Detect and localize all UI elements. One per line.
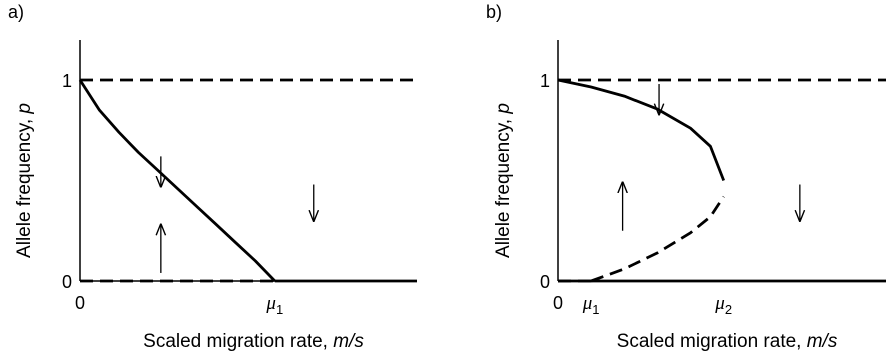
- x-tick-label: 0: [553, 293, 563, 313]
- y-tick-label: 1: [62, 71, 72, 91]
- x-tick-label: 0: [75, 293, 85, 313]
- panel-b: b) 0 1 0 μ1 μ2 Scaled migration rate, m/s Allel…: [486, 2, 886, 352]
- panel-label: b): [486, 2, 502, 22]
- x-axis-label: Scaled migration rate, m/s: [617, 331, 838, 352]
- x-tick-label: μ1: [582, 293, 600, 317]
- x-axis-label: Scaled migration rate, m/s: [143, 331, 364, 352]
- y-tick-label: 0: [62, 272, 72, 292]
- dashed-series-line-4: [590, 195, 725, 283]
- panel-label: a): [8, 2, 24, 22]
- y-tick-label: 1: [540, 71, 550, 91]
- y-tick-label: 0: [540, 272, 550, 292]
- solid-series-line-2: [78, 79, 276, 282]
- x-tick-label: μ2: [714, 293, 732, 317]
- panel-a: a) 0 1 0 μ1 Scaled migration rate, m/s Allele …: [8, 2, 417, 352]
- solid-series-line-3: [557, 78, 726, 182]
- y-axis-label: Allele frequency, p: [493, 103, 514, 258]
- y-axis-label: Allele frequency, p: [14, 103, 35, 258]
- x-tick-label: μ1: [265, 293, 283, 317]
